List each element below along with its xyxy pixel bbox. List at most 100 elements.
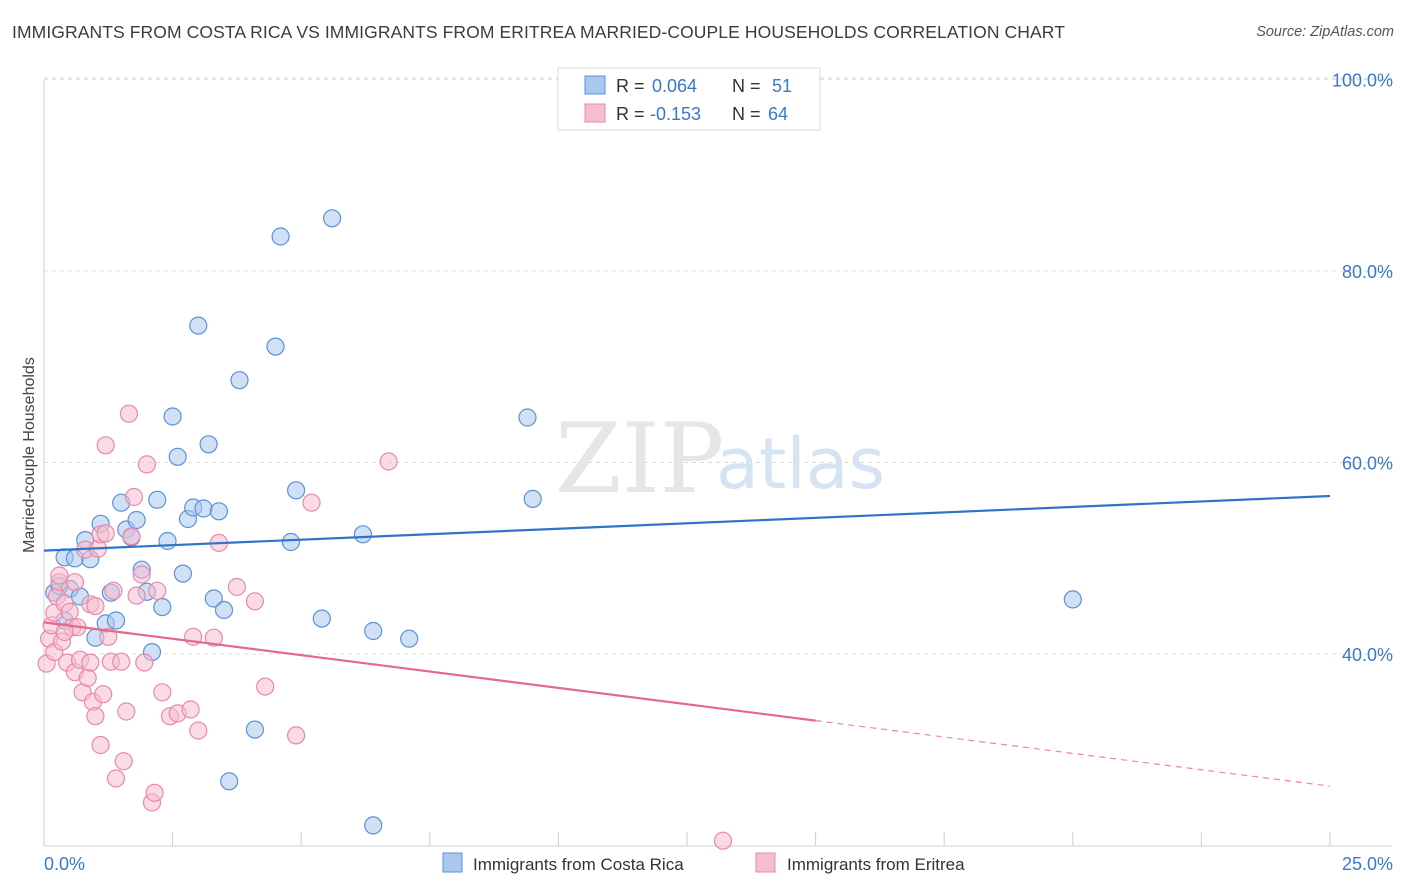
y-tick-label: 40.0% xyxy=(1342,645,1393,665)
data-point-eritrea xyxy=(86,707,105,726)
y-tick-label: 100.0% xyxy=(1332,71,1393,91)
legend-n-label-blue: N = xyxy=(732,76,761,96)
data-point-costa-rica xyxy=(245,720,264,739)
data-point-eritrea xyxy=(148,581,167,600)
chart-title: IMMIGRANTS FROM COSTA RICA VS IMMIGRANTS… xyxy=(12,22,1065,42)
data-point-costa-rica xyxy=(194,499,213,518)
data-point-eritrea xyxy=(119,404,138,423)
y-tick-label: 60.0% xyxy=(1342,454,1393,474)
data-point-eritrea xyxy=(287,726,306,745)
data-point-eritrea xyxy=(114,752,133,771)
legend-r-label-pink: R = xyxy=(616,104,645,124)
data-point-eritrea xyxy=(204,628,223,647)
data-point-eritrea xyxy=(99,627,118,646)
data-point-eritrea xyxy=(713,831,733,850)
data-point-eritrea xyxy=(50,566,69,585)
data-point-costa-rica xyxy=(323,209,342,228)
legend-item-costa-rica: Immigrants from Costa Rica xyxy=(473,855,684,874)
data-point-eritrea xyxy=(78,668,97,688)
legend-swatch-pink xyxy=(584,103,606,123)
legend-n-label-pink: N = xyxy=(732,104,761,124)
data-point-eritrea xyxy=(132,565,151,584)
legend-r-value-pink: -0.153 xyxy=(650,104,701,124)
data-point-eritrea xyxy=(55,622,74,642)
data-point-eritrea xyxy=(137,455,156,474)
x-tick-label: 25.0% xyxy=(1342,854,1393,874)
data-point-eritrea xyxy=(122,527,141,546)
data-point-costa-rica xyxy=(204,589,223,608)
data-point-eritrea xyxy=(124,487,144,507)
data-point-costa-rica xyxy=(364,816,383,835)
data-point-eritrea xyxy=(94,685,113,704)
data-point-eritrea xyxy=(117,702,136,721)
data-point-costa-rica xyxy=(523,489,542,508)
legend-item-eritrea: Immigrants from Eritrea xyxy=(787,855,965,874)
data-point-costa-rica xyxy=(271,227,290,246)
data-point-eritrea xyxy=(112,652,131,671)
stats-legend: R = 0.064 N = 51 R = -0.153 N = 64 xyxy=(557,67,821,131)
data-point-costa-rica xyxy=(281,532,300,552)
data-point-costa-rica xyxy=(148,490,167,509)
source-label: Source: ZipAtlas.com xyxy=(1256,24,1394,40)
legend-swatch-blue xyxy=(584,75,606,95)
data-point-eritrea xyxy=(145,783,164,802)
data-point-costa-rica xyxy=(199,435,218,454)
data-point-costa-rica xyxy=(400,629,419,648)
data-point-eritrea xyxy=(104,581,123,600)
watermark-zip: ZIP xyxy=(555,403,724,515)
data-point-costa-rica xyxy=(364,621,383,641)
data-point-costa-rica xyxy=(287,481,306,500)
legend-n-value-blue: 51 xyxy=(772,76,792,96)
data-point-eritrea xyxy=(106,769,126,788)
data-point-eritrea xyxy=(153,683,172,702)
data-point-eritrea xyxy=(86,596,105,616)
data-point-eritrea xyxy=(60,602,79,622)
gridlines xyxy=(44,77,1392,655)
legend-item-swatch-eritrea xyxy=(755,852,776,873)
data-point-costa-rica xyxy=(266,337,285,356)
trend-lines xyxy=(43,494,1331,787)
data-point-costa-rica xyxy=(214,600,234,620)
legend-n-value-pink: 64 xyxy=(768,104,788,124)
data-point-costa-rica xyxy=(518,408,537,427)
data-point-costa-rica xyxy=(353,525,372,544)
data-point-eritrea xyxy=(379,452,398,471)
x-tick-labels: 0.0% 25.0% xyxy=(44,854,1393,874)
data-point-eritrea xyxy=(96,436,115,455)
data-point-costa-rica xyxy=(209,502,228,521)
legend-item-swatch-costa-rica xyxy=(442,852,463,873)
y-tick-labels: 40.0% 60.0% 80.0% 100.0% xyxy=(1332,71,1393,666)
data-point-costa-rica xyxy=(173,564,192,583)
data-point-eritrea xyxy=(227,577,246,597)
y-tick-label: 80.0% xyxy=(1342,262,1393,282)
data-point-eritrea xyxy=(96,524,115,543)
x-ticks xyxy=(43,832,1331,846)
data-point-eritrea xyxy=(256,677,275,696)
trend-line-eritrea-extrapolated xyxy=(815,720,1331,787)
data-point-eritrea xyxy=(127,586,146,605)
series-costa-rica-points xyxy=(45,209,1082,835)
data-point-costa-rica xyxy=(163,407,182,426)
watermark-atlas: atlas xyxy=(716,423,885,505)
data-point-costa-rica xyxy=(168,447,187,466)
data-point-eritrea xyxy=(302,493,321,512)
data-point-eritrea xyxy=(81,653,100,672)
data-point-eritrea xyxy=(245,592,264,611)
trend-line-eritrea xyxy=(43,621,816,722)
watermark: ZIP atlas xyxy=(555,403,885,515)
data-point-costa-rica xyxy=(153,597,172,617)
data-point-costa-rica xyxy=(189,316,208,335)
data-point-eritrea xyxy=(135,653,154,672)
data-point-eritrea xyxy=(91,735,110,755)
series-eritrea-points xyxy=(37,404,733,850)
y-axis-title: Married-couple Households xyxy=(21,357,38,553)
data-point-eritrea xyxy=(189,721,208,740)
data-point-eritrea xyxy=(65,573,85,592)
data-point-costa-rica xyxy=(220,772,239,791)
data-point-eritrea xyxy=(181,700,200,719)
data-point-costa-rica xyxy=(127,510,146,530)
x-tick-label: 0.0% xyxy=(44,854,85,874)
data-point-costa-rica xyxy=(1063,590,1082,609)
data-point-costa-rica xyxy=(158,531,177,551)
